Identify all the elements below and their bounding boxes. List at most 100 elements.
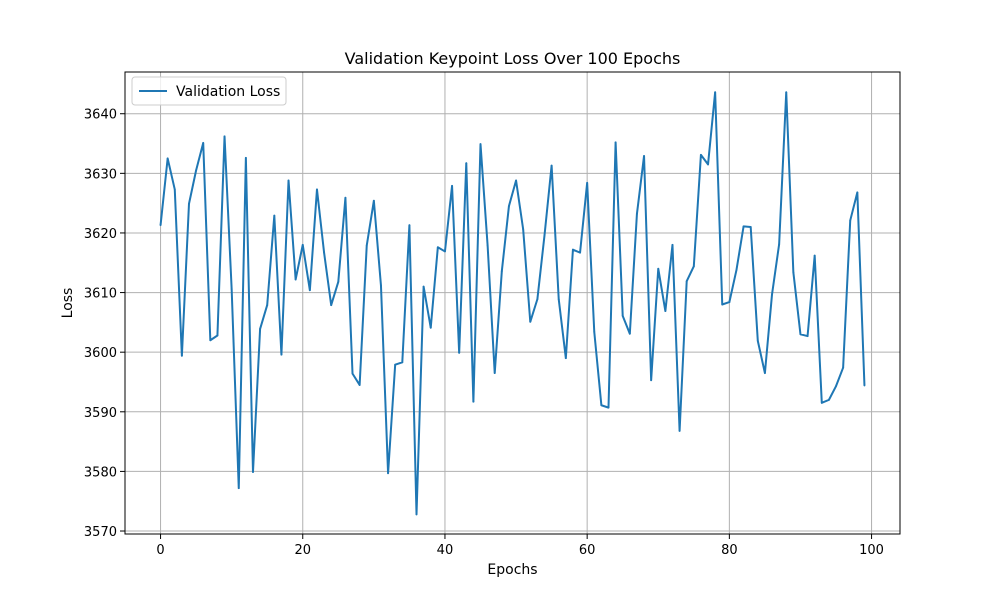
data-point xyxy=(365,244,368,247)
data-point xyxy=(330,304,333,306)
data-point xyxy=(835,385,837,388)
tick-layer: 0 20 40 60 80 100 3570 3580 3590 3600 3610 3620 3630… xyxy=(84,108,884,558)
data-point xyxy=(237,487,240,489)
data-point xyxy=(572,248,574,251)
data-point xyxy=(678,429,681,432)
data-point xyxy=(216,334,219,337)
data-point xyxy=(486,244,489,247)
data-point xyxy=(799,333,802,336)
legend: Validation Loss xyxy=(131,76,287,106)
y-tick-label: 3630 xyxy=(84,167,117,182)
data-point xyxy=(792,271,795,274)
y-tick-label: 3580 xyxy=(84,465,117,480)
data-point xyxy=(173,188,176,191)
data-point xyxy=(735,269,738,271)
data-point xyxy=(721,303,724,306)
data-point xyxy=(180,354,183,357)
data-point xyxy=(593,331,596,333)
y-tick-label: 3570 xyxy=(84,525,117,540)
x-axis-label: Epochs xyxy=(487,562,537,578)
data-point xyxy=(188,202,190,205)
data-point xyxy=(323,251,325,254)
x-tick-label: 20 xyxy=(294,543,311,558)
data-point xyxy=(344,196,347,199)
data-point xyxy=(451,184,453,187)
data-point xyxy=(764,372,766,374)
data-point xyxy=(209,339,212,342)
data-point xyxy=(849,219,852,222)
legend-label: Validation Loss xyxy=(176,84,280,100)
y-axis-label: Loss xyxy=(60,288,76,319)
data-point xyxy=(614,141,617,144)
y-tick-label: 3640 xyxy=(84,108,117,123)
data-point xyxy=(508,205,510,208)
data-point xyxy=(586,181,589,184)
data-point xyxy=(778,243,781,246)
data-point xyxy=(408,224,411,227)
data-point xyxy=(301,243,304,246)
data-point xyxy=(692,265,695,268)
data-point xyxy=(358,384,361,386)
data-point xyxy=(401,361,404,364)
x-tick-label: 0 xyxy=(156,543,164,558)
x-tick-label: 60 xyxy=(579,543,596,558)
data-point xyxy=(728,301,731,304)
data-point xyxy=(856,191,859,194)
data-point xyxy=(515,179,517,182)
data-point xyxy=(465,162,468,165)
data-point xyxy=(828,398,830,401)
data-point xyxy=(771,293,773,296)
data-point xyxy=(202,142,205,144)
data-point xyxy=(444,250,446,253)
data-point xyxy=(458,351,461,354)
data-point xyxy=(259,328,261,330)
data-point xyxy=(749,226,752,228)
y-tick-label: 3610 xyxy=(84,287,117,302)
data-point xyxy=(387,472,389,475)
data-point xyxy=(785,91,788,94)
data-point xyxy=(522,228,525,231)
grid-layer xyxy=(125,72,900,534)
data-point xyxy=(806,335,809,337)
data-point xyxy=(493,372,496,374)
data-point xyxy=(244,156,247,159)
data-point xyxy=(714,91,717,94)
data-point xyxy=(472,400,475,403)
data-point xyxy=(643,155,645,157)
data-point xyxy=(166,157,169,160)
data-point xyxy=(287,179,290,182)
data-point xyxy=(650,379,653,382)
x-tick-label: 100 xyxy=(859,543,884,558)
data-point xyxy=(557,298,560,301)
data-point xyxy=(252,471,254,473)
data-point xyxy=(429,326,432,329)
data-point xyxy=(842,366,845,369)
data-point xyxy=(636,212,638,215)
data-point xyxy=(621,314,624,317)
data-point xyxy=(195,169,198,172)
data-point xyxy=(223,135,226,138)
data-point xyxy=(756,339,759,342)
data-point xyxy=(415,513,418,516)
data-point xyxy=(230,288,233,290)
series-line xyxy=(159,91,866,516)
y-tick-label: 3600 xyxy=(84,346,117,361)
data-point xyxy=(422,285,425,288)
data-point xyxy=(564,357,567,360)
data-point xyxy=(813,254,816,257)
data-point xyxy=(628,332,631,335)
data-point xyxy=(657,267,660,270)
chart-title: Validation Keypoint Loss Over 100 Epochs xyxy=(345,49,681,68)
data-point xyxy=(600,404,603,407)
data-point xyxy=(529,320,532,323)
data-point xyxy=(273,214,276,217)
data-point xyxy=(372,199,375,202)
data-point xyxy=(436,246,439,249)
x-tick-label: 40 xyxy=(437,543,454,558)
data-point xyxy=(380,284,382,287)
data-point xyxy=(500,270,503,273)
data-point xyxy=(308,289,311,292)
data-point xyxy=(550,164,553,167)
data-point xyxy=(820,401,823,404)
